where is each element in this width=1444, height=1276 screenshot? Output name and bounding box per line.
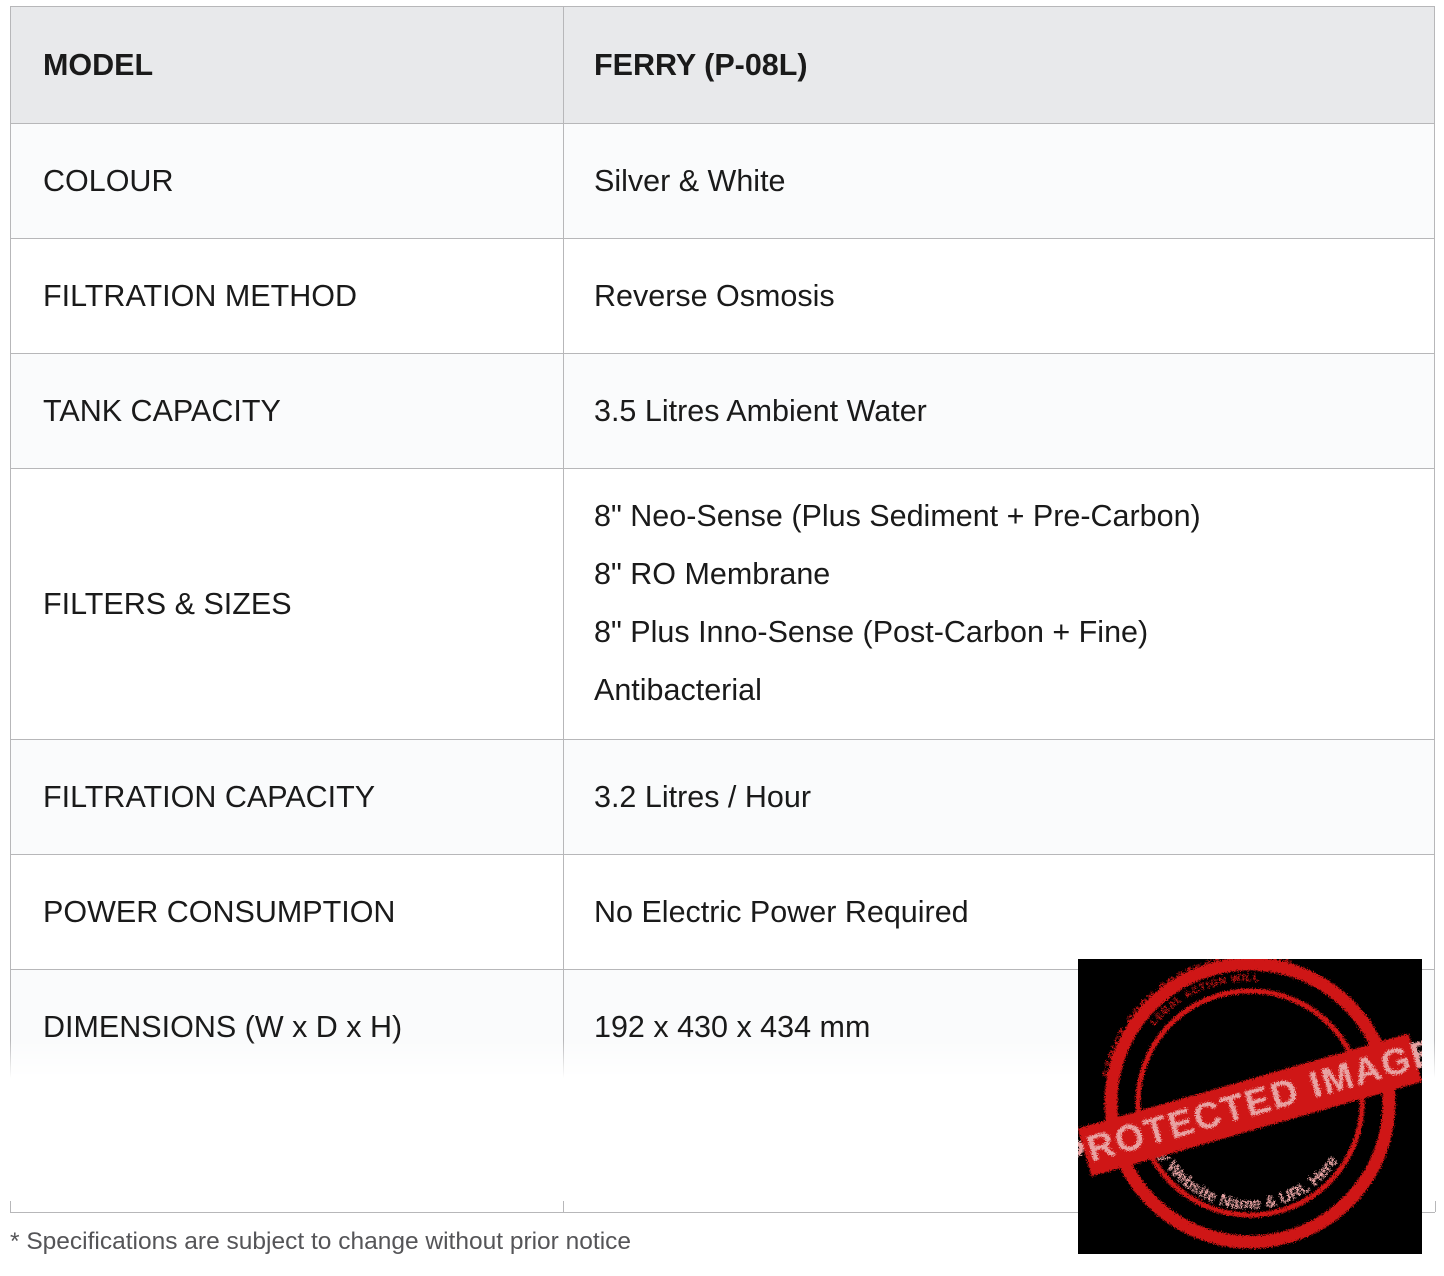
svg-text:PROTECTED IMAGE: PROTECTED IMAGE	[1078, 1030, 1422, 1177]
